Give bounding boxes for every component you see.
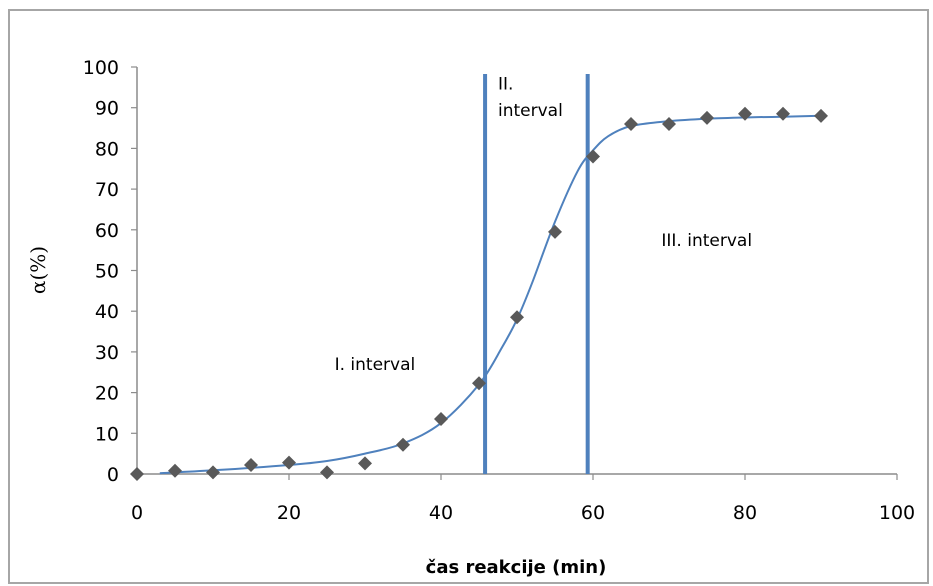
data-point	[624, 116, 638, 131]
data-point	[130, 467, 144, 481]
fit-curve	[159, 114, 822, 475]
data-point	[396, 437, 410, 452]
annotations: I. interval II. interval III. interval	[335, 74, 752, 375]
data-point	[434, 412, 448, 427]
annotation-label: III. interval	[661, 231, 752, 251]
data-point	[700, 110, 714, 125]
y-tick-label: 90	[95, 98, 119, 120]
annotation-label: interval	[498, 101, 563, 121]
y-tick-label: 100	[83, 57, 119, 79]
interval-lines	[483, 74, 590, 474]
data-points	[130, 106, 828, 481]
y-tick-labels: 0 10 20 30 40 50 60 70 80 90 100	[83, 57, 119, 486]
data-point	[320, 465, 334, 480]
data-point	[548, 224, 562, 239]
x-tick-labels: 0 20 40 60 80 100	[131, 502, 915, 524]
data-point	[586, 149, 600, 164]
annotation-label: II.	[498, 74, 513, 94]
fit-curve-group	[159, 114, 822, 475]
data-point	[358, 456, 372, 471]
y-tick-label: 10	[95, 423, 119, 445]
data-point	[776, 106, 790, 121]
x-axis-label: čas reakcije (min)	[426, 557, 607, 578]
x-tick-label: 0	[131, 502, 143, 524]
x-tick-label: 80	[733, 502, 757, 524]
y-tick-label: 80	[95, 138, 119, 160]
x-tick-label: 100	[879, 502, 915, 524]
annotation-label: I. interval	[335, 355, 416, 375]
y-tick-label: 40	[95, 301, 119, 323]
data-point	[168, 463, 182, 478]
data-point	[510, 310, 524, 325]
axes	[131, 66, 898, 480]
data-point	[472, 376, 486, 391]
data-point	[244, 458, 258, 473]
data-point	[814, 108, 828, 123]
x-tick-label: 20	[277, 502, 301, 524]
y-tick-label: 0	[107, 464, 119, 486]
y-tick-label: 30	[95, 342, 119, 364]
x-tick-label: 60	[581, 502, 605, 524]
y-tick-label: 50	[95, 261, 119, 283]
y-axis-label: α(%)	[26, 246, 50, 294]
y-tick-label: 20	[95, 383, 119, 405]
x-tick-label: 40	[429, 502, 453, 524]
data-point	[662, 116, 676, 131]
y-tick-label: 70	[95, 179, 119, 201]
y-tick-label: 60	[95, 220, 119, 242]
chart-frame	[8, 9, 929, 584]
data-point	[206, 465, 220, 480]
data-point	[738, 106, 752, 121]
data-point	[282, 455, 296, 470]
